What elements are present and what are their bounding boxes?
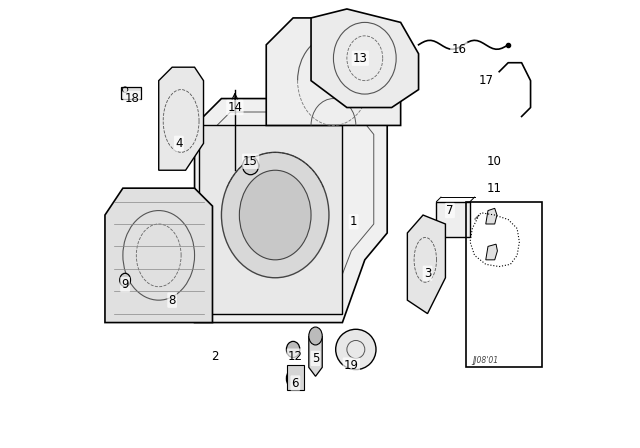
Ellipse shape: [239, 170, 311, 260]
Ellipse shape: [308, 327, 323, 345]
Text: 14: 14: [227, 101, 243, 114]
Bar: [199, 125, 342, 314]
Text: 10: 10: [486, 155, 501, 168]
Text: 6: 6: [292, 376, 299, 390]
Polygon shape: [309, 336, 323, 376]
Text: 3: 3: [424, 267, 431, 280]
Bar: [466, 202, 541, 367]
Text: 9: 9: [122, 278, 129, 291]
Ellipse shape: [243, 157, 259, 175]
Ellipse shape: [287, 367, 305, 390]
Text: 15: 15: [243, 155, 258, 168]
Text: 13: 13: [353, 52, 368, 65]
Text: JJ08'01: JJ08'01: [473, 356, 499, 365]
Text: 19: 19: [344, 358, 359, 372]
Ellipse shape: [120, 273, 131, 287]
Ellipse shape: [287, 341, 300, 358]
Polygon shape: [159, 67, 204, 170]
Text: 5: 5: [312, 352, 319, 365]
Bar: [436, 202, 470, 237]
Text: 16: 16: [451, 43, 467, 56]
Ellipse shape: [335, 329, 376, 370]
Polygon shape: [486, 208, 497, 224]
Ellipse shape: [221, 152, 329, 278]
Text: 11: 11: [486, 181, 501, 195]
Polygon shape: [486, 244, 497, 260]
Polygon shape: [311, 9, 419, 108]
Text: 1: 1: [350, 215, 357, 228]
Polygon shape: [407, 215, 445, 314]
Polygon shape: [105, 188, 212, 323]
Text: 8: 8: [168, 293, 176, 307]
Text: 12: 12: [288, 349, 303, 363]
Text: 4: 4: [175, 137, 182, 150]
Polygon shape: [195, 99, 387, 323]
Text: 7: 7: [446, 204, 454, 217]
Text: 2: 2: [211, 349, 218, 363]
Bar: [287, 365, 305, 390]
Bar: [121, 87, 141, 99]
Text: 18: 18: [124, 92, 140, 105]
Polygon shape: [266, 18, 401, 125]
Text: 17: 17: [478, 74, 493, 87]
